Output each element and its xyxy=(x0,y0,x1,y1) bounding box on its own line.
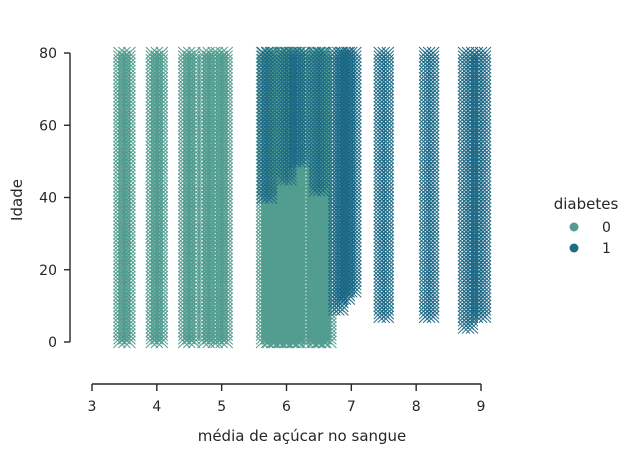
marks-layer xyxy=(113,46,492,349)
scatter-point xyxy=(118,46,131,60)
scatter-point xyxy=(113,46,126,60)
scatter-point xyxy=(210,46,224,60)
scatter-point xyxy=(220,46,234,60)
scatter-point xyxy=(182,46,196,60)
scatter-point xyxy=(177,46,191,60)
scatter-point xyxy=(150,46,164,60)
scatter-point xyxy=(187,46,201,60)
scatter-point xyxy=(197,46,211,60)
scatter-point xyxy=(155,46,169,60)
scatter-point xyxy=(123,46,136,60)
scatter-point xyxy=(145,46,159,60)
scatter-point xyxy=(215,46,229,60)
